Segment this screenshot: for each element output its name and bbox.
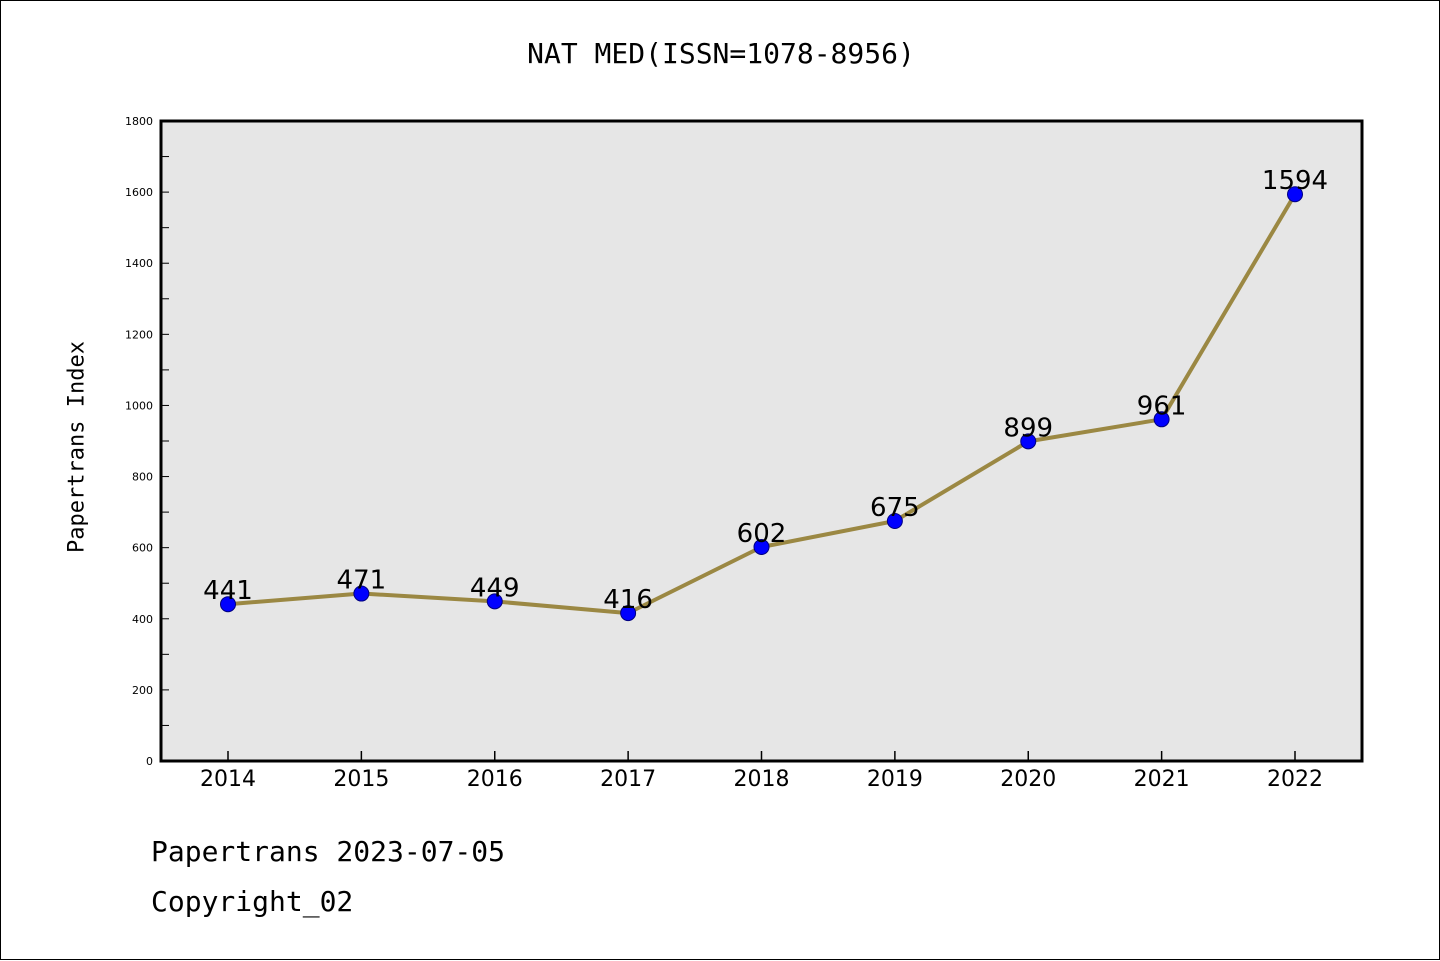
plot-border (159, 119, 1364, 763)
data-label: 449 (470, 573, 520, 603)
plot-area (161, 121, 1362, 761)
x-tick-label: 2016 (467, 767, 523, 792)
x-tick-label: 2022 (1267, 767, 1323, 792)
x-tick-label: 2021 (1134, 767, 1190, 792)
data-label: 1594 (1262, 166, 1328, 196)
x-tick-label: 2014 (200, 767, 256, 792)
data-point (753, 538, 770, 555)
data-point (886, 513, 903, 529)
data-point (353, 585, 370, 602)
y-tick-label: 1800 (125, 115, 153, 128)
data-label: 471 (337, 566, 387, 596)
data-label: 602 (737, 519, 787, 549)
x-tick-label: 2015 (333, 767, 389, 792)
data-label: 441 (203, 576, 253, 606)
y-tick-label: 1200 (125, 328, 153, 341)
data-point (1020, 433, 1037, 450)
data-point (1153, 411, 1170, 428)
y-tick-label: 1400 (125, 257, 153, 270)
y-tick-label: 200 (132, 684, 153, 697)
y-tick-label: 1600 (125, 186, 153, 199)
data-point (220, 596, 236, 613)
x-tick-label: 2020 (1000, 767, 1056, 792)
x-tick-label: 2017 (600, 767, 656, 792)
data-label: 961 (1137, 391, 1187, 421)
x-tick-label: 2018 (734, 767, 790, 792)
y-tick-label: 0 (146, 755, 153, 768)
x-tick-label: 2019 (867, 767, 923, 792)
data-label: 899 (1003, 413, 1053, 443)
data-point (1287, 186, 1303, 203)
data-label: 675 (870, 493, 920, 523)
y-tick-label: 400 (132, 613, 153, 626)
chart-title: NAT MED(ISSN=1078-8956) (527, 37, 915, 70)
data-point (486, 593, 503, 610)
data-label: 416 (603, 585, 653, 615)
y-tick-label: 600 (132, 542, 153, 555)
y-tick-label: 1000 (125, 399, 153, 412)
footer-date: Papertrans 2023-07-05 (151, 835, 506, 868)
data-point (620, 605, 637, 622)
y-tick-label: 800 (132, 471, 153, 484)
footer-copyright: Copyright_02 (151, 885, 354, 918)
